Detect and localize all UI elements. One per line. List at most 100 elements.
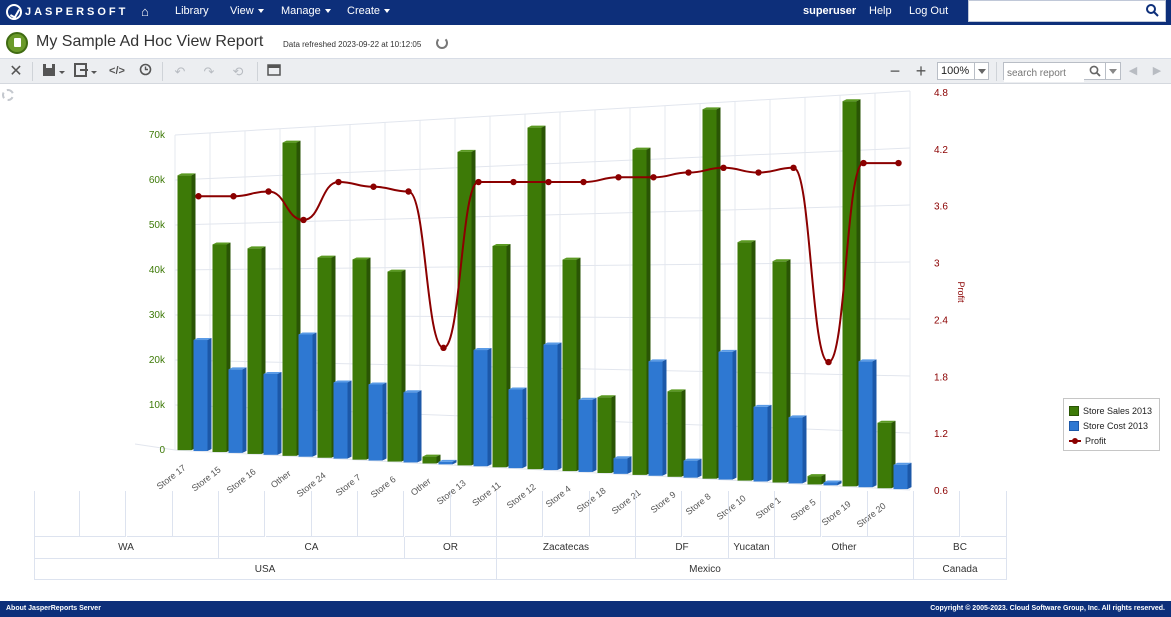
profit-point (825, 358, 832, 366)
combo-chart: 0 10k 20k 30k 40k 50k 60k 70k 0.6 1.2 1.8 2.4 3 3.6 4.… (134, 88, 966, 530)
left-axis-tick-label: 40k (149, 265, 166, 276)
zoom-out-icon[interactable]: − (889, 61, 901, 81)
cost-bar-face (858, 361, 873, 488)
redo-icon[interactable]: ↷ (203, 64, 215, 79)
sales-bar-face (562, 259, 577, 472)
home-icon[interactable]: ⌂ (141, 4, 149, 19)
left-axis-tick-label: 70k (149, 130, 166, 141)
store-row-cell (961, 491, 1007, 537)
chevron-down-icon[interactable] (974, 63, 988, 79)
chart-settings-icon[interactable] (2, 89, 14, 101)
undo-all-icon[interactable]: ⟲ (232, 64, 244, 79)
save-icon[interactable] (41, 63, 67, 80)
store-row-cell (914, 491, 960, 537)
sales-bar-top (177, 173, 196, 176)
report-search (1003, 62, 1121, 82)
cost-bar-top (543, 342, 562, 345)
cost-bar-face (298, 334, 313, 457)
cost-bar-face (648, 361, 663, 476)
user-name[interactable]: superuser (803, 5, 857, 17)
legend-item-profit[interactable]: Profit (1069, 433, 1154, 448)
profit-point (860, 159, 867, 167)
cost-bar-face (333, 382, 348, 459)
report-search-input[interactable] (1004, 65, 1084, 82)
search-options-dropdown[interactable] (1105, 63, 1120, 79)
toolbar-divider (32, 62, 33, 81)
cost-bar-face (508, 389, 523, 469)
clock-icon[interactable] (137, 63, 153, 80)
next-icon[interactable]: ▶ (1152, 65, 1162, 77)
cost-bar (683, 458, 702, 478)
refresh-icon[interactable] (436, 37, 448, 49)
export-icon[interactable] (73, 63, 99, 80)
horizontal-gridline (174, 449, 911, 491)
nav-library[interactable]: Library (175, 5, 209, 17)
sales-bar-top (247, 246, 266, 249)
country-cell: USA (34, 559, 497, 580)
left-axis-tick-label: 60k (149, 175, 166, 186)
sales-bar-face (702, 109, 717, 479)
cost-bar-side (557, 342, 562, 471)
legend-item-store-sales[interactable]: Store Sales 2013 (1069, 403, 1154, 418)
sales-bar-face (877, 422, 892, 489)
cost-bar-face (263, 374, 278, 455)
profit-point (545, 178, 552, 186)
report-toolbar: ✕ </> ↶ ↷ ⟲ − + 100% ◀ ▶ (0, 59, 1171, 84)
sales-bar-face (282, 142, 297, 456)
report-title-bar: My Sample Ad Hoc View Report Data refres… (0, 25, 1171, 59)
search-icon[interactable] (1089, 65, 1101, 77)
prev-icon[interactable]: ◀ (1128, 65, 1138, 77)
logout-link[interactable]: Log Out (909, 5, 949, 17)
cost-bar-face (683, 460, 698, 478)
zoom-in-icon[interactable]: + (915, 61, 927, 81)
sales-bar-top (667, 389, 686, 392)
store-row-cell (497, 491, 543, 537)
nav-create[interactable]: Create (347, 5, 391, 17)
cost-bar-face (193, 340, 208, 452)
toolbar-divider (996, 62, 997, 81)
chevron-down-icon (384, 9, 391, 14)
legend-swatch (1069, 405, 1079, 416)
sales-bar-face (317, 257, 332, 458)
table-icon[interactable] (266, 63, 282, 80)
global-search-input[interactable] (969, 1, 1139, 21)
legend-item-store-cost[interactable]: Store Cost 2013 (1069, 418, 1154, 433)
country-cell: Mexico (497, 559, 914, 580)
sales-bar (492, 243, 511, 468)
cost-bar-face (718, 351, 733, 480)
cost-bar-side (312, 332, 317, 457)
sales-bar-top (492, 243, 511, 246)
sales-bar-face (212, 244, 227, 453)
cost-bar-face (753, 406, 768, 482)
cost-bar-side (522, 387, 527, 469)
sales-bar (387, 269, 406, 462)
close-icon[interactable]: ✕ (9, 63, 23, 80)
undo-icon[interactable]: ↶ (174, 64, 186, 79)
cost-bar-face (473, 350, 488, 467)
cost-bar-top (578, 397, 597, 400)
nav-view[interactable]: View (230, 5, 264, 17)
help-link[interactable]: Help (869, 5, 892, 17)
search-icon[interactable] (1146, 4, 1159, 17)
sales-bar (667, 389, 686, 477)
sales-bar-top (842, 99, 861, 102)
cost-bar-top (683, 458, 702, 461)
sales-bar-face (807, 476, 822, 485)
sales-bar-face (352, 259, 367, 460)
sales-bar-top (877, 420, 896, 423)
about-link[interactable]: About JasperReports Server (6, 605, 101, 612)
sales-bar-face (247, 248, 262, 454)
jaspersoft-logo[interactable]: JASPERSOFT (6, 4, 128, 20)
sales-bar (457, 149, 476, 466)
sales-bar-top (352, 257, 371, 260)
cost-bar (298, 332, 317, 457)
cost-bar (508, 387, 527, 469)
legend-label: Profit (1085, 435, 1107, 446)
right-axis-tick-label: 2.4 (934, 315, 948, 326)
code-icon[interactable]: </> (109, 65, 125, 77)
zoom-select[interactable]: 100% (937, 62, 989, 80)
nav-manage[interactable]: Manage (281, 5, 331, 17)
legend-swatch (1069, 420, 1079, 431)
profit-point (580, 178, 587, 186)
sales-bar-face (457, 151, 472, 466)
